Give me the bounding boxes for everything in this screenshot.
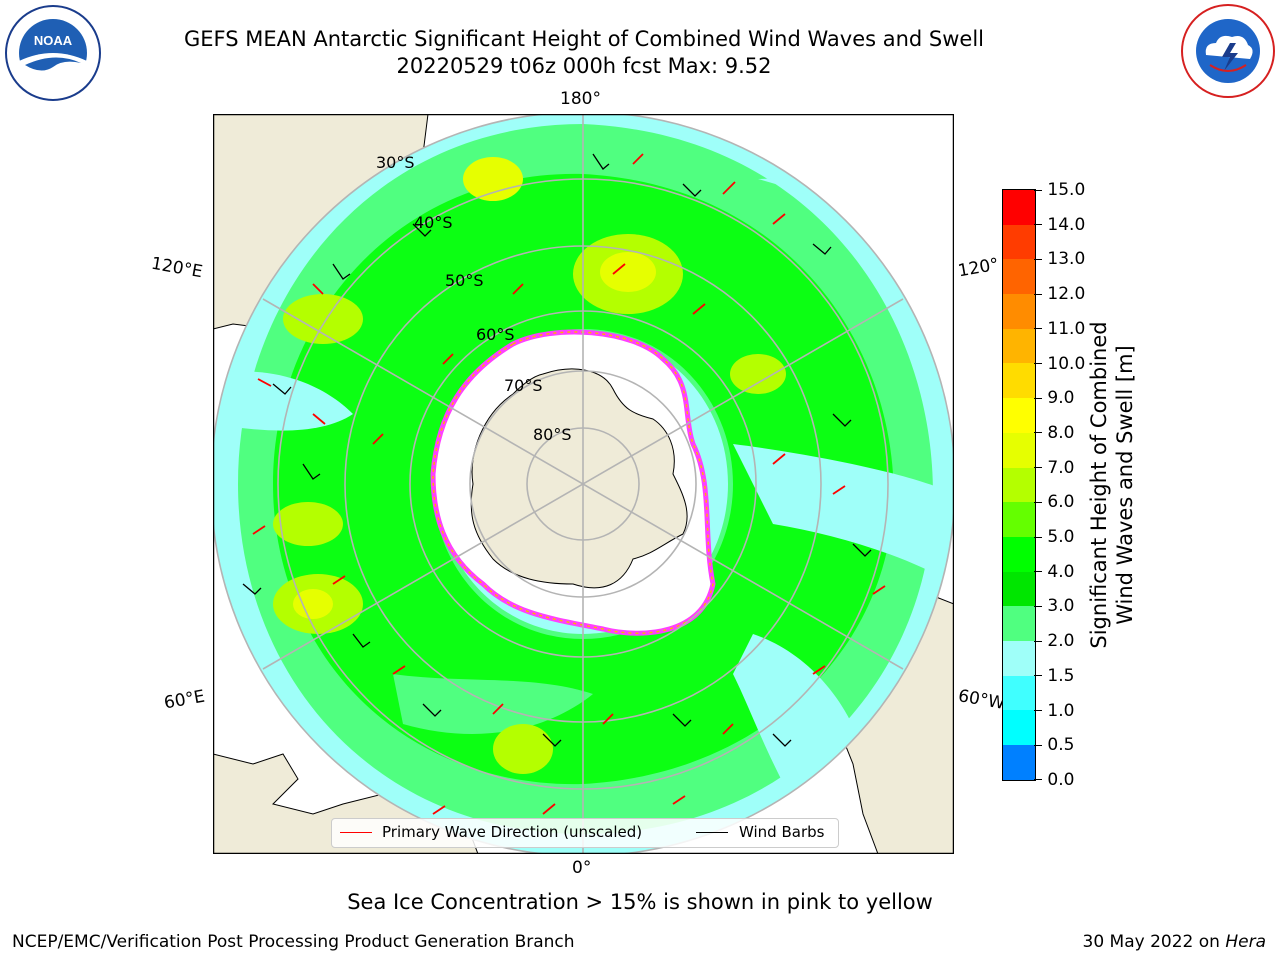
wave-direction-arrows — [252, 153, 886, 815]
lon-label-lower-left: 60°E — [162, 686, 207, 714]
lon-label-upper-right: 120° — [956, 254, 1001, 282]
colorbar-label: Significant Height of Combined Wind Wave… — [1087, 321, 1137, 649]
wind-barbs — [242, 153, 872, 747]
nws-logo — [1180, 3, 1276, 99]
colorbar-tick: 5.0 — [1047, 527, 1075, 547]
lat-label-30s: 30°S — [376, 153, 415, 172]
colorbar-segment — [1003, 294, 1035, 329]
map-legend: Primary Wave Direction (unscaled) Wind B… — [331, 818, 839, 848]
lat-label-40s: 40°S — [414, 213, 453, 232]
graticule — [213, 114, 954, 854]
colorbar-segment — [1003, 398, 1035, 433]
colorbar-segment — [1003, 502, 1035, 537]
map-panel — [212, 113, 955, 855]
colorbar-segment — [1003, 328, 1035, 364]
noaa-logo-text: NOAA — [34, 33, 73, 48]
chart-title: GEFS MEAN Antarctic Significant Height o… — [183, 27, 985, 51]
colorbar-tick: 4.0 — [1047, 561, 1075, 582]
lat-label-60s: 60°S — [476, 325, 515, 344]
colorbar-tick: 7.0 — [1047, 457, 1075, 478]
polar-map — [212, 113, 955, 855]
colorbar-tick: 14.0 — [1047, 214, 1086, 235]
colorbar-segment — [1003, 571, 1035, 607]
colorbar-tick: 0.0 — [1047, 769, 1075, 790]
footer-branch: NCEP/EMC/Verification Post Processing Pr… — [12, 932, 575, 952]
colorbar-tick: 8.0 — [1047, 422, 1075, 443]
colorbar-segment — [1003, 432, 1035, 468]
wave-band-mid — [273, 173, 894, 785]
colorbar-segment — [1003, 710, 1035, 745]
colorbar-segment — [1003, 363, 1035, 399]
lon-label-bottom: 0° — [572, 858, 592, 878]
wind-barbs-legend-label: Wind Barbs — [739, 823, 825, 841]
footer-host: Hera — [1225, 932, 1266, 952]
colorbar-segment — [1003, 259, 1035, 295]
colorbar — [1002, 189, 1036, 781]
colorbar-tick: 10.0 — [1047, 353, 1086, 374]
colorbar-tick: 15.0 — [1047, 180, 1086, 200]
colorbar-tick: 11.0 — [1047, 318, 1086, 339]
colorbar-tick: 1.5 — [1047, 665, 1075, 686]
colorbar-segment — [1003, 467, 1035, 503]
colorbar-segment — [1003, 745, 1035, 780]
colorbar-segment — [1003, 536, 1035, 572]
colorbar-tick: 13.0 — [1047, 249, 1086, 270]
wind-barbs-legend-line — [696, 832, 728, 833]
colorbar-segment — [1003, 190, 1035, 225]
noaa-logo: NOAA — [5, 5, 101, 101]
colorbar-segment — [1003, 640, 1035, 676]
colorbar-tick: 2.0 — [1047, 631, 1075, 652]
chart-subtitle: 20220529 t06z 000h fcst Max: 9.52 — [396, 54, 772, 78]
colorbar-tick: 6.0 — [1047, 492, 1075, 513]
wave-direction-legend-line — [340, 832, 372, 833]
colorbar-ticks: 15.0 14.0 13.0 12.0 11.0 10.0 9.0 8.0 7.… — [1034, 180, 1104, 790]
lat-label-50s: 50°S — [445, 271, 484, 290]
colorbar-tick: 3.0 — [1047, 596, 1075, 617]
wave-direction-legend-label: Primary Wave Direction (unscaled) — [382, 823, 643, 841]
lat-label-70s: 70°S — [504, 376, 543, 395]
colorbar-tick: 9.0 — [1047, 388, 1075, 409]
colorbar-segment — [1003, 606, 1035, 641]
sea-ice-note: Sea Ice Concentration > 15% is shown in … — [347, 890, 933, 914]
colorbar-tick: 0.5 — [1047, 735, 1075, 756]
footer-date: 30 May 2022 on Hera — [1083, 932, 1267, 952]
colorbar-tick: 12.0 — [1047, 284, 1086, 305]
colorbar-segment — [1003, 224, 1035, 260]
lon-label-lower-right: 60°W — [956, 686, 1007, 714]
colorbar-tick: 1.0 — [1047, 700, 1075, 721]
lon-label-top: 180° — [560, 89, 601, 109]
lon-label-upper-left: 120°E — [149, 253, 205, 283]
colorbar-segment — [1003, 675, 1035, 711]
lat-label-80s: 80°S — [533, 425, 572, 444]
footer-date-text: 30 May 2022 on — [1082, 932, 1226, 952]
